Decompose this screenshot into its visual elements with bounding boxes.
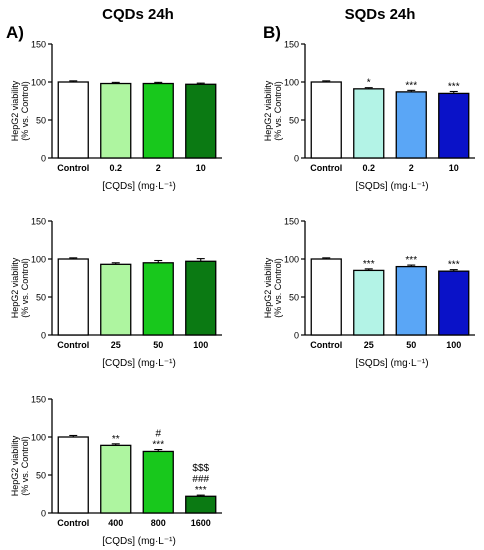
x-axis-label: [SQDs] (mg·L⁻¹) [355,358,428,369]
significance-label: *** [152,440,164,451]
y-axis-label: HepG2 viability [10,435,20,496]
category-label: 100 [193,340,208,350]
category-label: 800 [151,518,166,528]
category-label: 10 [196,163,206,173]
y-axis-label: HepG2 viability [263,80,273,141]
y-tick-label: 150 [31,217,46,227]
chart-4: 0 50 100 150 HepG2 viability (% vs. Control) [… [263,217,475,369]
category-label: 1600 [191,518,211,528]
significance-label: ### [192,474,209,485]
bar [100,82,132,159]
bar [310,258,342,336]
category-label: Control [57,518,89,528]
bar [395,265,427,336]
y-axis-label-units: (% vs. Control) [20,81,30,141]
significance-label: # [155,429,161,440]
significance-label: ** [112,434,120,445]
significance-label: *** [448,260,460,271]
y-tick-label: 50 [36,471,46,481]
y-tick-label: 0 [41,154,46,164]
significance-label: *** [363,259,375,270]
y-tick-label: 0 [294,154,299,164]
significance-label: * [367,78,371,89]
y-tick-label: 100 [31,78,46,88]
panel-a-letter: A) [6,23,24,42]
y-axis-label: HepG2 viability [263,257,273,318]
y-axis-label-units: (% vs. Control) [20,258,30,318]
bar [185,260,217,336]
y-tick-label: 100 [31,433,46,443]
y-tick-label: 150 [31,395,46,405]
chart-1: 0 50 100 150 HepG2 viability (% vs. Control) [… [10,40,222,192]
bar [100,444,132,514]
panel-b-letter: B) [263,23,281,42]
chart-2: 0 50 100 150 HepG2 viability (% vs. Control) [… [263,40,475,192]
category-label: 400 [108,518,123,528]
bar [185,495,217,514]
significance-label: *** [405,255,417,266]
y-axis-label-units: (% vs. Control) [20,436,30,496]
y-tick-label: 50 [36,116,46,126]
y-tick-label: 150 [284,40,299,50]
y-tick-label: 100 [284,78,299,88]
y-tick-label: 150 [284,217,299,227]
category-label: 0.2 [109,163,122,173]
bar [353,88,385,159]
category-label: Control [57,163,89,173]
bar [142,82,174,159]
category-label: Control [310,340,342,350]
bar [310,81,342,159]
bar [57,81,89,159]
category-label: 100 [446,340,461,350]
y-axis-label-units: (% vs. Control) [273,81,283,141]
bar [100,263,132,336]
y-tick-label: 100 [31,255,46,265]
y-axis-label-units: (% vs. Control) [273,258,283,318]
y-tick-label: 50 [289,116,299,126]
significance-label: *** [405,80,417,91]
y-tick-label: 0 [294,331,299,341]
category-label: 50 [153,340,163,350]
category-label: 2 [409,163,414,173]
x-axis-label: [CQDs] (mg·L⁻¹) [102,536,176,547]
category-label: 2 [156,163,161,173]
bar [438,92,470,159]
x-axis-label: [SQDs] (mg·L⁻¹) [355,181,428,192]
bar [57,436,89,514]
significance-label: $$$ [192,463,209,474]
category-label: Control [57,340,89,350]
y-tick-label: 0 [41,509,46,519]
chart-5: 0 50 100 150 HepG2 viability (% vs. Control) [… [10,395,222,547]
y-axis-label: HepG2 viability [10,80,20,141]
bar [142,262,174,336]
category-label: 0.2 [362,163,375,173]
category-label: 10 [449,163,459,173]
bar [438,270,470,336]
significance-label: *** [448,82,460,93]
panel-a-title: CQDs 24h [102,6,174,23]
y-tick-label: 150 [31,40,46,50]
y-axis-label: HepG2 viability [10,257,20,318]
y-tick-label: 50 [36,293,46,303]
y-tick-label: 100 [284,255,299,265]
bar [395,91,427,159]
x-axis-label: [CQDs] (mg·L⁻¹) [102,181,176,192]
bar [142,450,174,514]
category-label: 25 [111,340,121,350]
significance-label: *** [195,485,207,496]
chart-3: 0 50 100 150 HepG2 viability (% vs. Control) [… [10,217,222,369]
y-tick-label: 50 [289,293,299,303]
bar [185,83,217,159]
category-label: 25 [364,340,374,350]
category-label: 50 [406,340,416,350]
bar [57,258,89,336]
category-label: Control [310,163,342,173]
y-tick-label: 0 [41,331,46,341]
bar [353,269,385,336]
x-axis-label: [CQDs] (mg·L⁻¹) [102,358,176,369]
panel-b-title: SQDs 24h [345,6,416,23]
